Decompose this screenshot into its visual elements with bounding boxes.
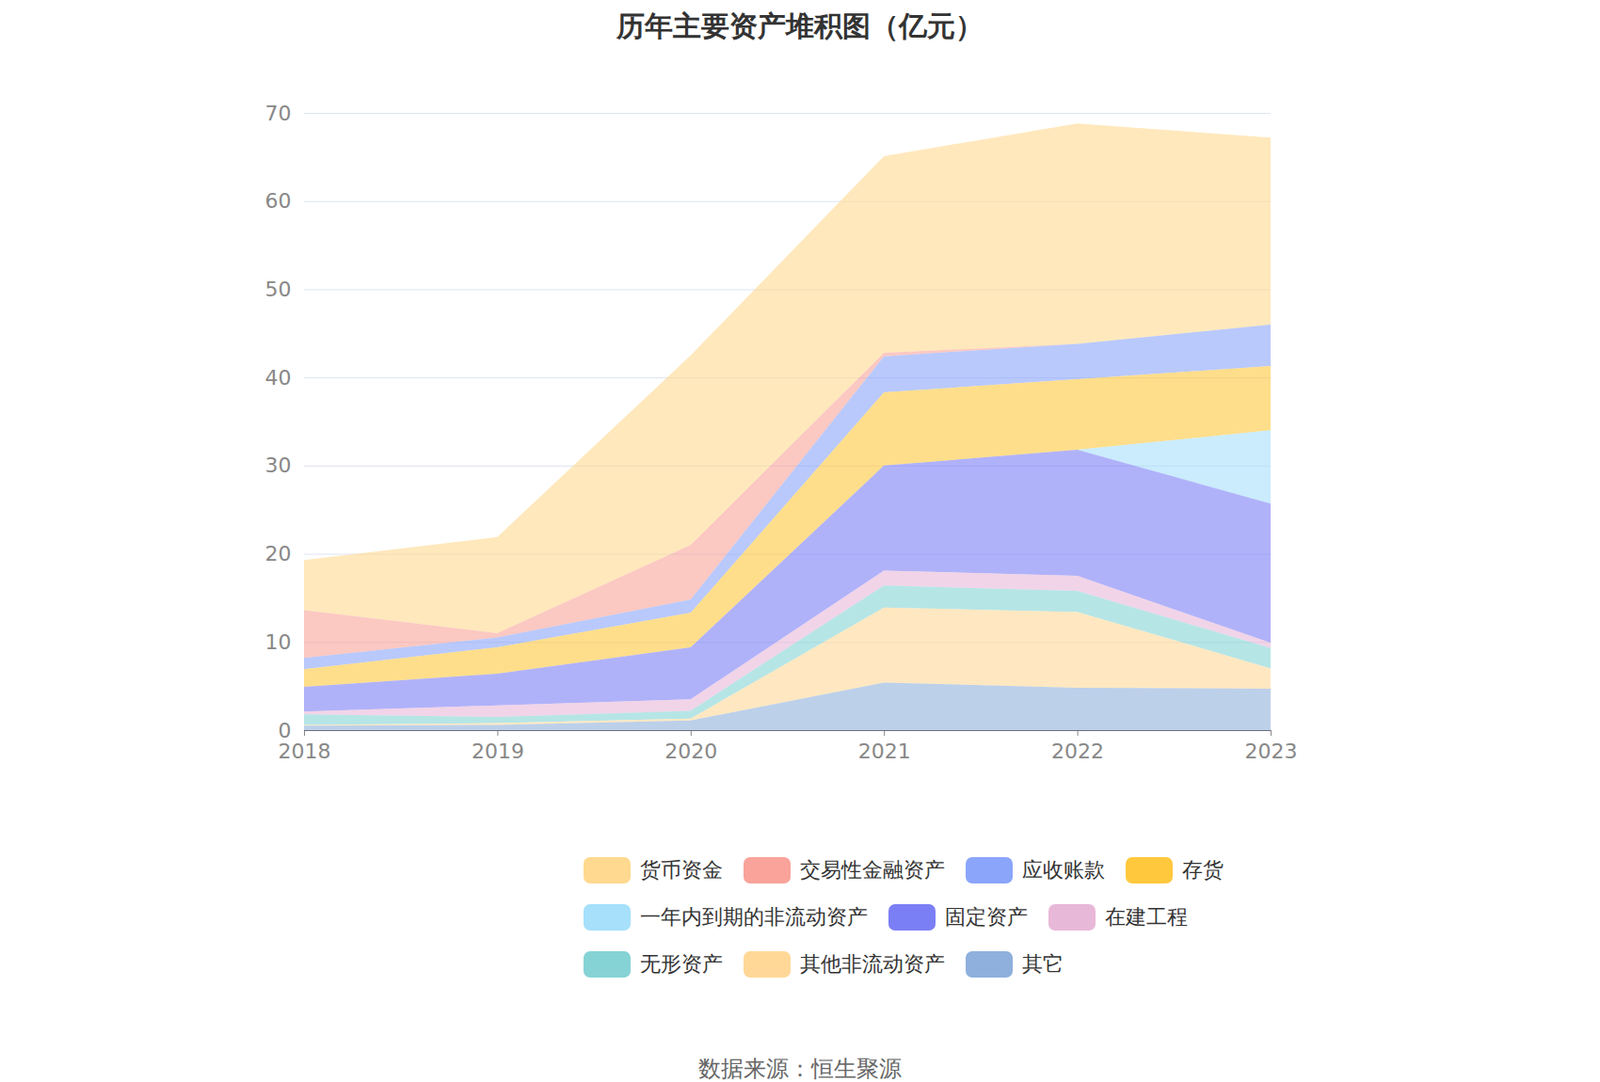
html-text:应收账款: 应收账款 xyxy=(1022,858,1105,882)
html-text:交易性金融资产: 交易性金融资产 xyxy=(800,858,945,882)
html-text:一年内到期的非流动资产: 一年内到期的非流动资产 xyxy=(640,905,868,929)
svg-text:20: 20 xyxy=(265,542,292,566)
html-text:在建工程: 在建工程 xyxy=(1104,905,1188,929)
html-text:其它: 其它 xyxy=(1022,952,1064,976)
svg-text:40: 40 xyxy=(265,366,292,390)
svg-text:2021: 2021 xyxy=(858,739,912,764)
html-text:存货: 存货 xyxy=(1182,858,1224,882)
svg-text:50: 50 xyxy=(265,277,292,302)
html-text:数据来源：恒生聚源: 数据来源：恒生聚源 xyxy=(698,1056,902,1082)
html-text:其他非流动资产: 其他非流动资产 xyxy=(800,952,945,976)
svg-text:60: 60 xyxy=(265,189,292,213)
html-text:货币资金: 货币资金 xyxy=(640,858,723,882)
html-text:无形资产: 无形资产 xyxy=(640,952,723,976)
svg-text:2020: 2020 xyxy=(664,739,718,764)
svg-text:2022: 2022 xyxy=(1051,739,1104,764)
svg-text:2018: 2018 xyxy=(278,739,332,764)
svg-text:0: 0 xyxy=(278,719,292,743)
svg-text:30: 30 xyxy=(265,453,292,478)
svg-text:70: 70 xyxy=(265,101,292,126)
svg-text:2023: 2023 xyxy=(1245,739,1298,764)
svg-text:2019: 2019 xyxy=(471,739,525,764)
svg-text:10: 10 xyxy=(265,630,292,655)
html-text:历年主要资产堆积图（亿元）: 历年主要资产堆积图（亿元） xyxy=(616,9,984,43)
html-text:固定资产: 固定资产 xyxy=(944,905,1028,929)
